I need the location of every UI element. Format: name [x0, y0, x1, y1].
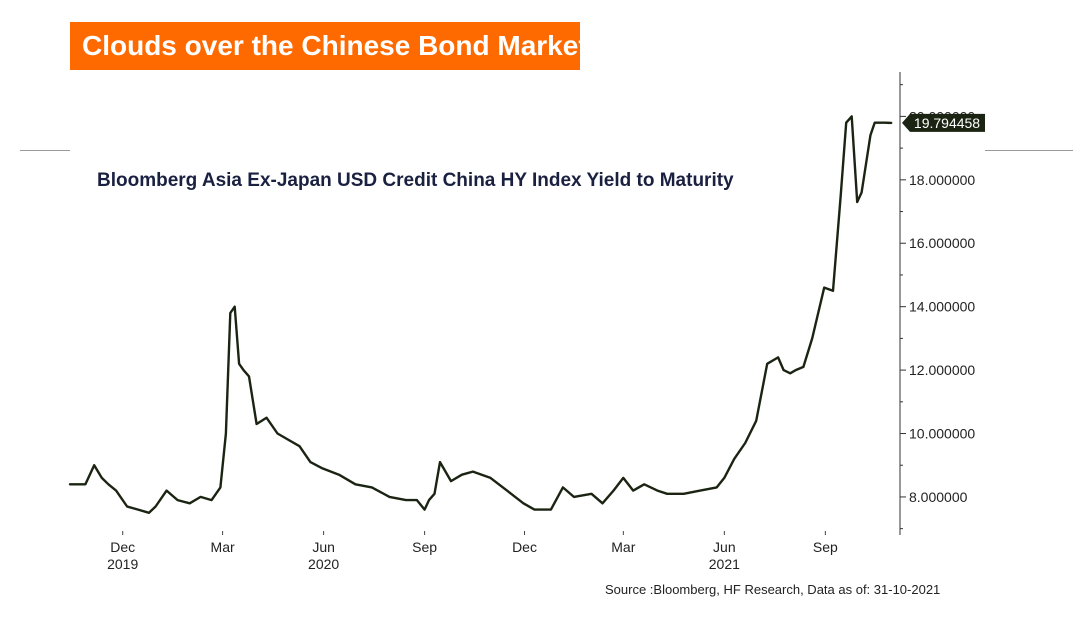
x-year-label: 2021 [709, 556, 740, 572]
x-tick-label: Jun [312, 539, 335, 555]
x-tick-label: Mar [611, 539, 635, 555]
x-tick-label: Jun [713, 539, 736, 555]
last-value-label: 19.794458 [902, 113, 985, 132]
series-line [68, 115, 893, 514]
x-tick-label: Sep [813, 539, 838, 555]
chart-title: Bloomberg Asia Ex-Japan USD Credit China… [97, 170, 734, 191]
x-year-label: 2020 [308, 556, 339, 572]
divider-right [985, 150, 1073, 151]
last-value-tag [902, 113, 985, 132]
source-note: Source :Bloomberg, HF Research, Data as … [605, 582, 941, 597]
divider-left [20, 150, 70, 151]
y-tick-label: 8.000000 [909, 489, 968, 505]
x-tick-label: Dec [512, 539, 537, 555]
x-tick-label: Dec [110, 539, 135, 555]
last-value-text: 19.794458 [914, 115, 980, 131]
y-tick-label: 14.000000 [909, 299, 975, 315]
y-tick-label: 16.000000 [909, 235, 975, 251]
x-tick-label: Sep [412, 539, 437, 555]
y-tick-label: 12.000000 [909, 362, 975, 378]
x-year-label: 2019 [107, 556, 138, 572]
y-tick-label: 10.000000 [909, 426, 975, 442]
banner-title: Clouds over the Chinese Bond Market [70, 22, 588, 70]
y-axis: 8.000000 10.000000 12.000000 14.000000 16.00… [899, 72, 975, 535]
y-tick-label: 18.000000 [909, 172, 975, 188]
x-tick-label: Mar [211, 539, 235, 555]
